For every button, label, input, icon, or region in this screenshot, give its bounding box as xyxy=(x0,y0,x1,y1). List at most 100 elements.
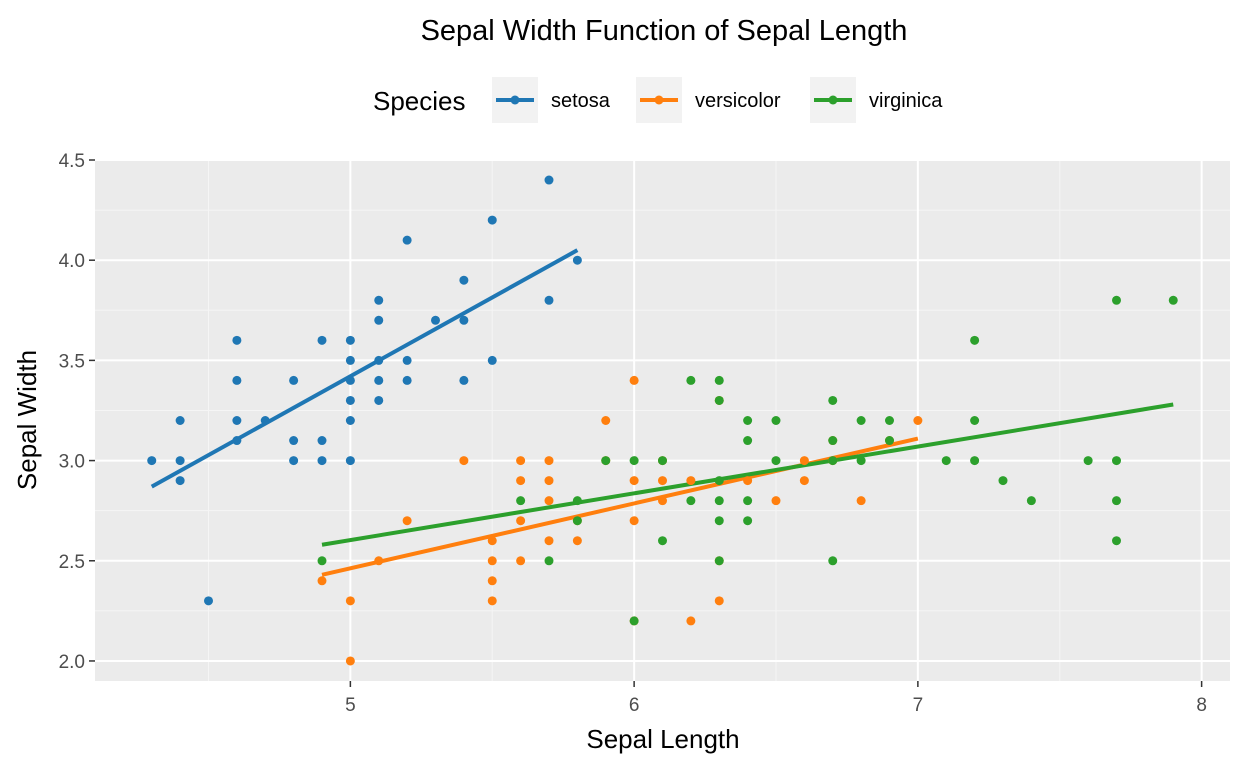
data-point xyxy=(913,416,923,425)
y-axis: 2.0 2.5 3.0 3.5 4.0 4.5 xyxy=(59,151,95,673)
y-tick-label: 2.5 xyxy=(59,552,85,573)
data-point xyxy=(828,456,838,466)
data-point xyxy=(828,395,838,405)
data-point xyxy=(856,456,866,466)
data-point xyxy=(402,355,412,365)
data-point xyxy=(629,616,639,626)
data-point xyxy=(601,416,611,425)
data-point xyxy=(345,596,355,606)
legend-title: Species xyxy=(373,86,466,116)
data-point xyxy=(686,476,696,486)
data-point xyxy=(345,416,355,425)
data-point xyxy=(345,395,355,405)
x-tick-label: 8 xyxy=(1196,695,1207,716)
data-point xyxy=(998,476,1008,486)
data-point xyxy=(317,335,327,345)
data-point xyxy=(828,556,838,566)
data-point xyxy=(970,416,980,425)
data-point xyxy=(572,516,582,526)
data-point xyxy=(1112,456,1121,466)
data-point xyxy=(345,335,355,345)
data-point xyxy=(459,275,469,285)
data-point xyxy=(345,355,355,365)
data-point xyxy=(970,335,980,345)
data-point xyxy=(686,496,696,506)
data-point xyxy=(743,476,753,486)
data-point xyxy=(317,576,327,586)
data-point xyxy=(572,536,582,546)
data-point xyxy=(345,456,355,466)
data-point xyxy=(686,375,696,385)
data-point xyxy=(487,596,497,606)
data-point xyxy=(487,355,497,365)
data-point xyxy=(1083,456,1093,466)
data-point xyxy=(629,375,639,385)
x-tick-label: 7 xyxy=(913,695,924,716)
data-point xyxy=(714,516,724,526)
data-point xyxy=(544,536,554,546)
data-point xyxy=(289,436,299,446)
data-point xyxy=(885,436,894,446)
data-point xyxy=(487,536,497,546)
data-point xyxy=(516,496,526,506)
data-point xyxy=(629,476,639,486)
data-point xyxy=(1112,496,1121,506)
data-point xyxy=(232,335,242,345)
data-point xyxy=(317,556,327,566)
data-point xyxy=(374,355,384,365)
data-point xyxy=(544,476,554,486)
data-point xyxy=(1112,536,1121,546)
data-point xyxy=(799,456,809,466)
data-point xyxy=(374,395,384,405)
legend-label: setosa xyxy=(551,90,611,112)
data-point xyxy=(771,416,781,425)
data-point xyxy=(402,375,412,385)
data-point xyxy=(374,315,384,325)
data-point xyxy=(175,476,185,486)
legend-label: versicolor xyxy=(695,90,781,112)
legend-item-setosa: setosa xyxy=(492,77,611,123)
legend-key-point xyxy=(654,95,664,105)
y-axis-title: Sepal Width xyxy=(12,350,42,490)
data-point xyxy=(232,416,242,425)
data-point xyxy=(374,556,384,566)
data-point xyxy=(516,556,526,566)
data-point xyxy=(147,456,157,466)
data-points xyxy=(147,175,1178,666)
data-point xyxy=(402,235,412,245)
data-point xyxy=(487,556,497,566)
legend: Species setosa versicolor virginica xyxy=(373,77,943,123)
x-axis-title: Sepal Length xyxy=(586,724,739,754)
data-point xyxy=(743,516,753,526)
data-point xyxy=(743,416,753,425)
data-point xyxy=(544,456,554,466)
data-point xyxy=(714,496,724,506)
data-point xyxy=(714,395,724,405)
data-point xyxy=(629,456,639,466)
data-point xyxy=(260,416,270,425)
data-point xyxy=(743,436,753,446)
x-tick-label: 6 xyxy=(629,695,640,716)
data-point xyxy=(544,175,554,185)
data-point xyxy=(175,416,185,425)
data-point xyxy=(516,476,526,486)
y-tick-label: 4.5 xyxy=(59,151,85,172)
data-point xyxy=(175,456,185,466)
data-point xyxy=(345,656,355,666)
legend-key-point xyxy=(510,95,520,105)
data-point xyxy=(658,536,667,546)
legend-label: virginica xyxy=(869,90,943,112)
data-point xyxy=(374,295,384,305)
data-point xyxy=(714,596,724,606)
series-virginica xyxy=(317,295,1178,626)
y-tick-label: 2.0 xyxy=(59,652,85,673)
data-point xyxy=(1026,496,1036,506)
data-point xyxy=(714,556,724,566)
data-point xyxy=(1168,295,1178,305)
fit-line-setosa xyxy=(150,248,579,489)
fit-lines xyxy=(150,248,1174,577)
data-point xyxy=(345,375,355,385)
data-point xyxy=(459,456,469,466)
data-point xyxy=(232,375,242,385)
data-point xyxy=(856,416,866,425)
